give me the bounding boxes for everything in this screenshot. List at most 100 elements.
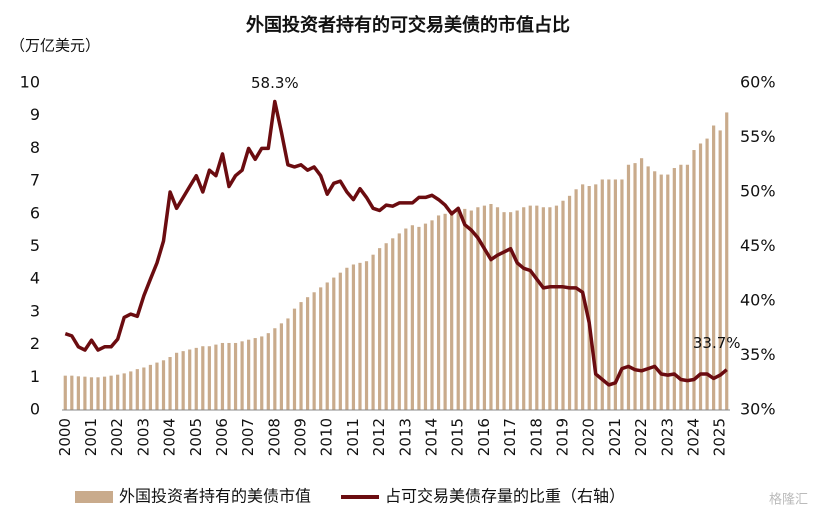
bar: [712, 125, 716, 410]
bar: [188, 349, 192, 410]
bar: [548, 207, 552, 410]
bar: [70, 375, 74, 410]
bar: [63, 375, 67, 410]
x-tick-label: 2006: [213, 418, 231, 456]
bar: [561, 200, 565, 410]
bar: [600, 179, 604, 410]
bar: [214, 344, 218, 410]
bar: [574, 189, 578, 410]
bar: [515, 210, 519, 410]
x-tick-label: 2011: [344, 418, 362, 456]
x-tick-label: 2013: [396, 418, 414, 456]
y-tick-label: 8: [30, 138, 40, 157]
x-tick-label: 2017: [501, 418, 519, 456]
bar: [692, 150, 696, 410]
bar: [181, 351, 185, 410]
x-tick-label: 2016: [475, 418, 493, 456]
x-tick-label: 2000: [56, 418, 74, 456]
bar: [522, 207, 526, 410]
bar: [122, 373, 126, 410]
bar: [646, 166, 650, 410]
bar: [535, 205, 539, 410]
y-tick-label: 0: [30, 400, 40, 419]
x-tick-label: 2005: [187, 418, 205, 456]
bar: [476, 207, 480, 410]
x-tick-label: 2008: [265, 418, 283, 456]
y2-tick-label: 50%: [740, 182, 776, 201]
bar: [148, 364, 153, 410]
bar: [358, 262, 362, 410]
bar: [698, 143, 703, 410]
bar: [129, 371, 133, 410]
bar: [430, 220, 434, 410]
x-tick-label: 2002: [108, 418, 126, 456]
bar: [725, 112, 729, 411]
bar: [135, 369, 139, 410]
bar: [567, 195, 572, 410]
legend-label: 外国投资者持有的美债市值: [119, 487, 311, 506]
y-tick-label: 9: [30, 105, 40, 124]
bar: [502, 212, 506, 410]
x-tick-label: 2003: [134, 418, 152, 456]
bar: [168, 357, 172, 410]
bar: [364, 261, 369, 410]
bar: [161, 360, 166, 410]
bar: [541, 207, 545, 410]
y-tick-label: 1: [30, 367, 40, 386]
bar: [685, 164, 690, 410]
bar: [613, 179, 617, 410]
x-tick-label: 2009: [292, 418, 310, 456]
bar: [292, 308, 297, 410]
bar: [175, 352, 179, 410]
bar: [463, 208, 467, 410]
x-tick-label: 2025: [711, 418, 729, 456]
x-tick-label: 2001: [82, 418, 100, 456]
bar: [666, 174, 670, 410]
y-axis-label: （万亿美元）: [10, 37, 100, 55]
bar: [639, 158, 644, 410]
y-tick-label: 7: [30, 171, 40, 190]
y2-tick-label: 35%: [740, 345, 776, 364]
bar: [247, 339, 251, 410]
x-tick-label: 2024: [684, 418, 702, 456]
bar: [76, 376, 80, 410]
bar: [207, 346, 211, 410]
bar: [482, 205, 487, 410]
x-tick-label: 2021: [606, 418, 624, 456]
bar: [142, 367, 146, 410]
bar: [109, 375, 113, 410]
x-tick-label: 2019: [554, 418, 572, 456]
bar: [384, 243, 388, 410]
x-tick-label: 2023: [658, 418, 676, 456]
bar: [626, 164, 631, 410]
chart-title: 外国投资者持有的可交易美债的市值占比: [246, 14, 570, 36]
bar: [620, 179, 624, 410]
bar: [83, 376, 87, 410]
bar: [266, 333, 270, 410]
bar: [378, 248, 382, 410]
y-tick-label: 2: [30, 334, 40, 353]
bar: [397, 233, 401, 410]
bar: [456, 208, 460, 410]
bar: [305, 297, 310, 410]
bar: [489, 203, 493, 410]
y2-tick-label: 60%: [740, 73, 776, 92]
y-tick-label: 6: [30, 203, 40, 222]
data-label: 58.3%: [251, 74, 299, 92]
bar: [423, 223, 428, 410]
bar: [528, 205, 532, 410]
bar: [653, 171, 657, 410]
y-tick-label: 5: [30, 236, 40, 255]
bar: [286, 318, 290, 410]
x-tick-label: 2020: [580, 418, 598, 456]
bar: [633, 163, 637, 410]
legend-swatch: [75, 491, 113, 503]
bar: [705, 138, 709, 410]
y-tick-label: 10: [20, 73, 40, 92]
x-tick-label: 2022: [632, 418, 650, 456]
x-tick-label: 2010: [318, 418, 336, 456]
bar: [253, 338, 257, 410]
bar: [260, 336, 264, 410]
